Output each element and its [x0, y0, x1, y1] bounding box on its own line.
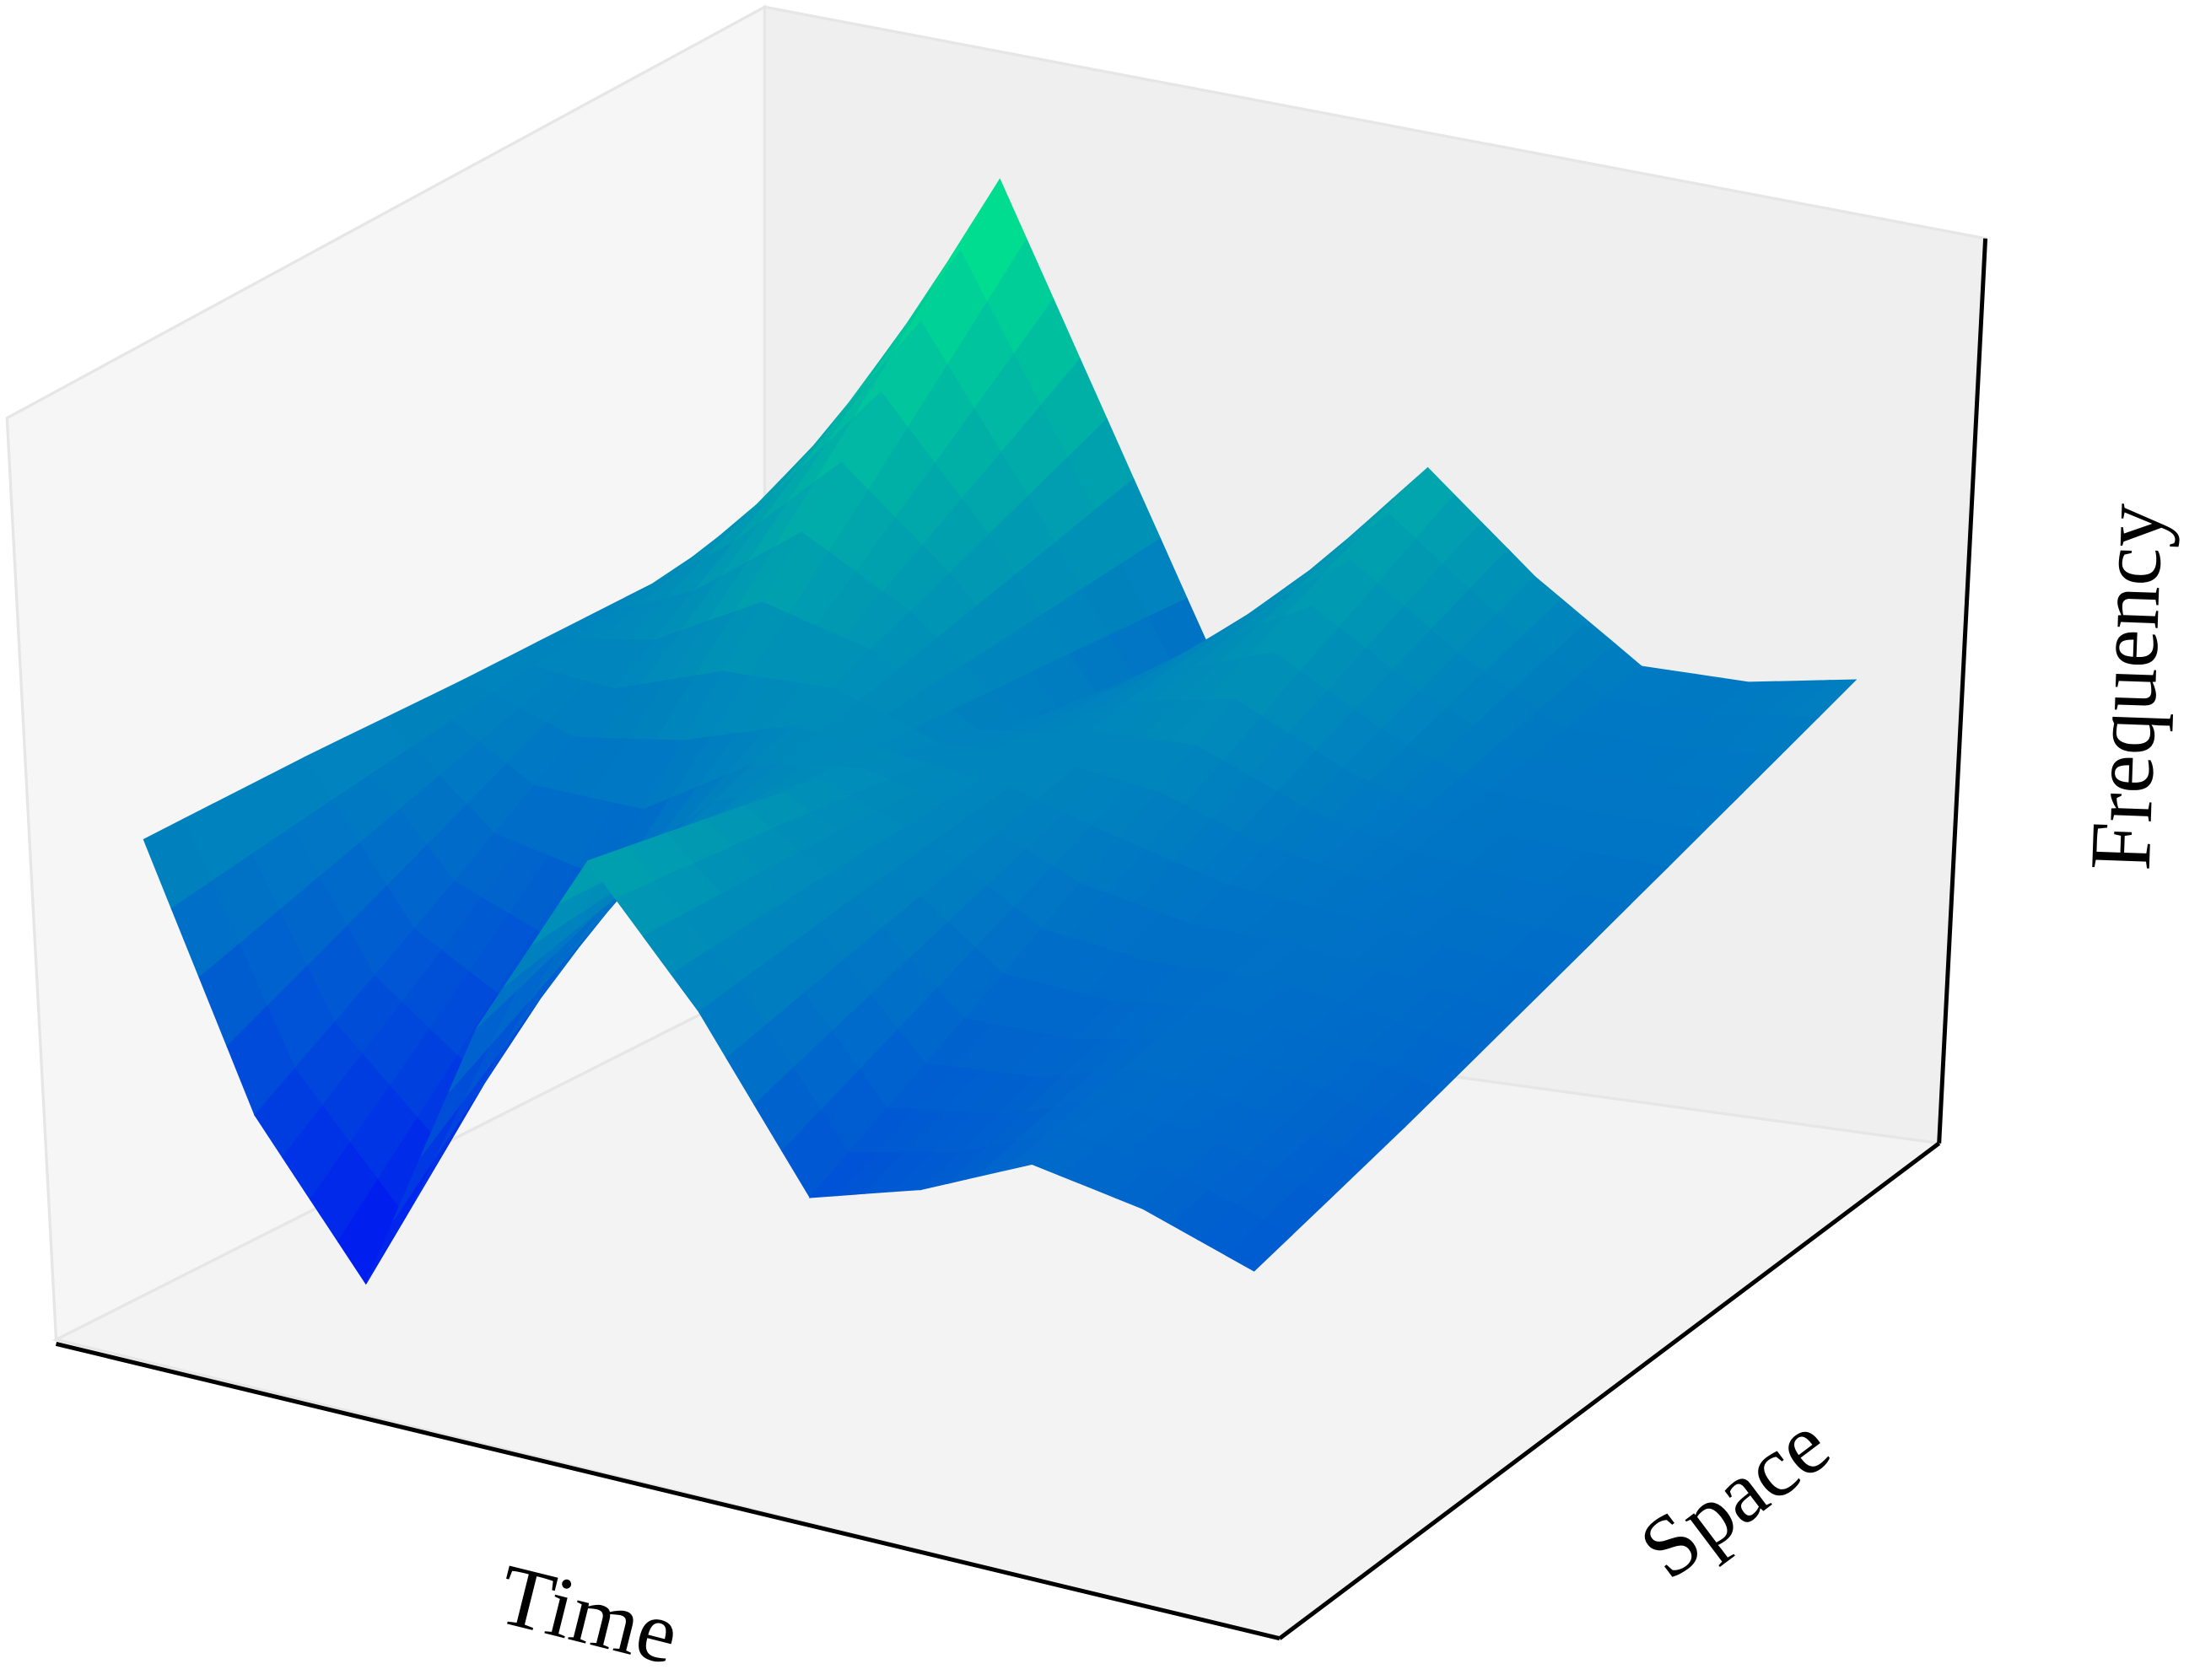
z-axis-line	[1937, 238, 1988, 1144]
x-axis-line	[55, 1342, 1281, 1641]
y-axis-line	[1278, 1141, 1941, 1640]
surface-patch	[1225, 1220, 1293, 1272]
z-axis-label: Frequency	[2073, 502, 2181, 872]
x-axis-label: Time	[489, 1546, 688, 1680]
y-axis-label: Space	[1623, 1396, 1847, 1597]
surface	[143, 178, 1858, 1285]
plot-area: Time Space Frequency	[5, 4, 2181, 1680]
